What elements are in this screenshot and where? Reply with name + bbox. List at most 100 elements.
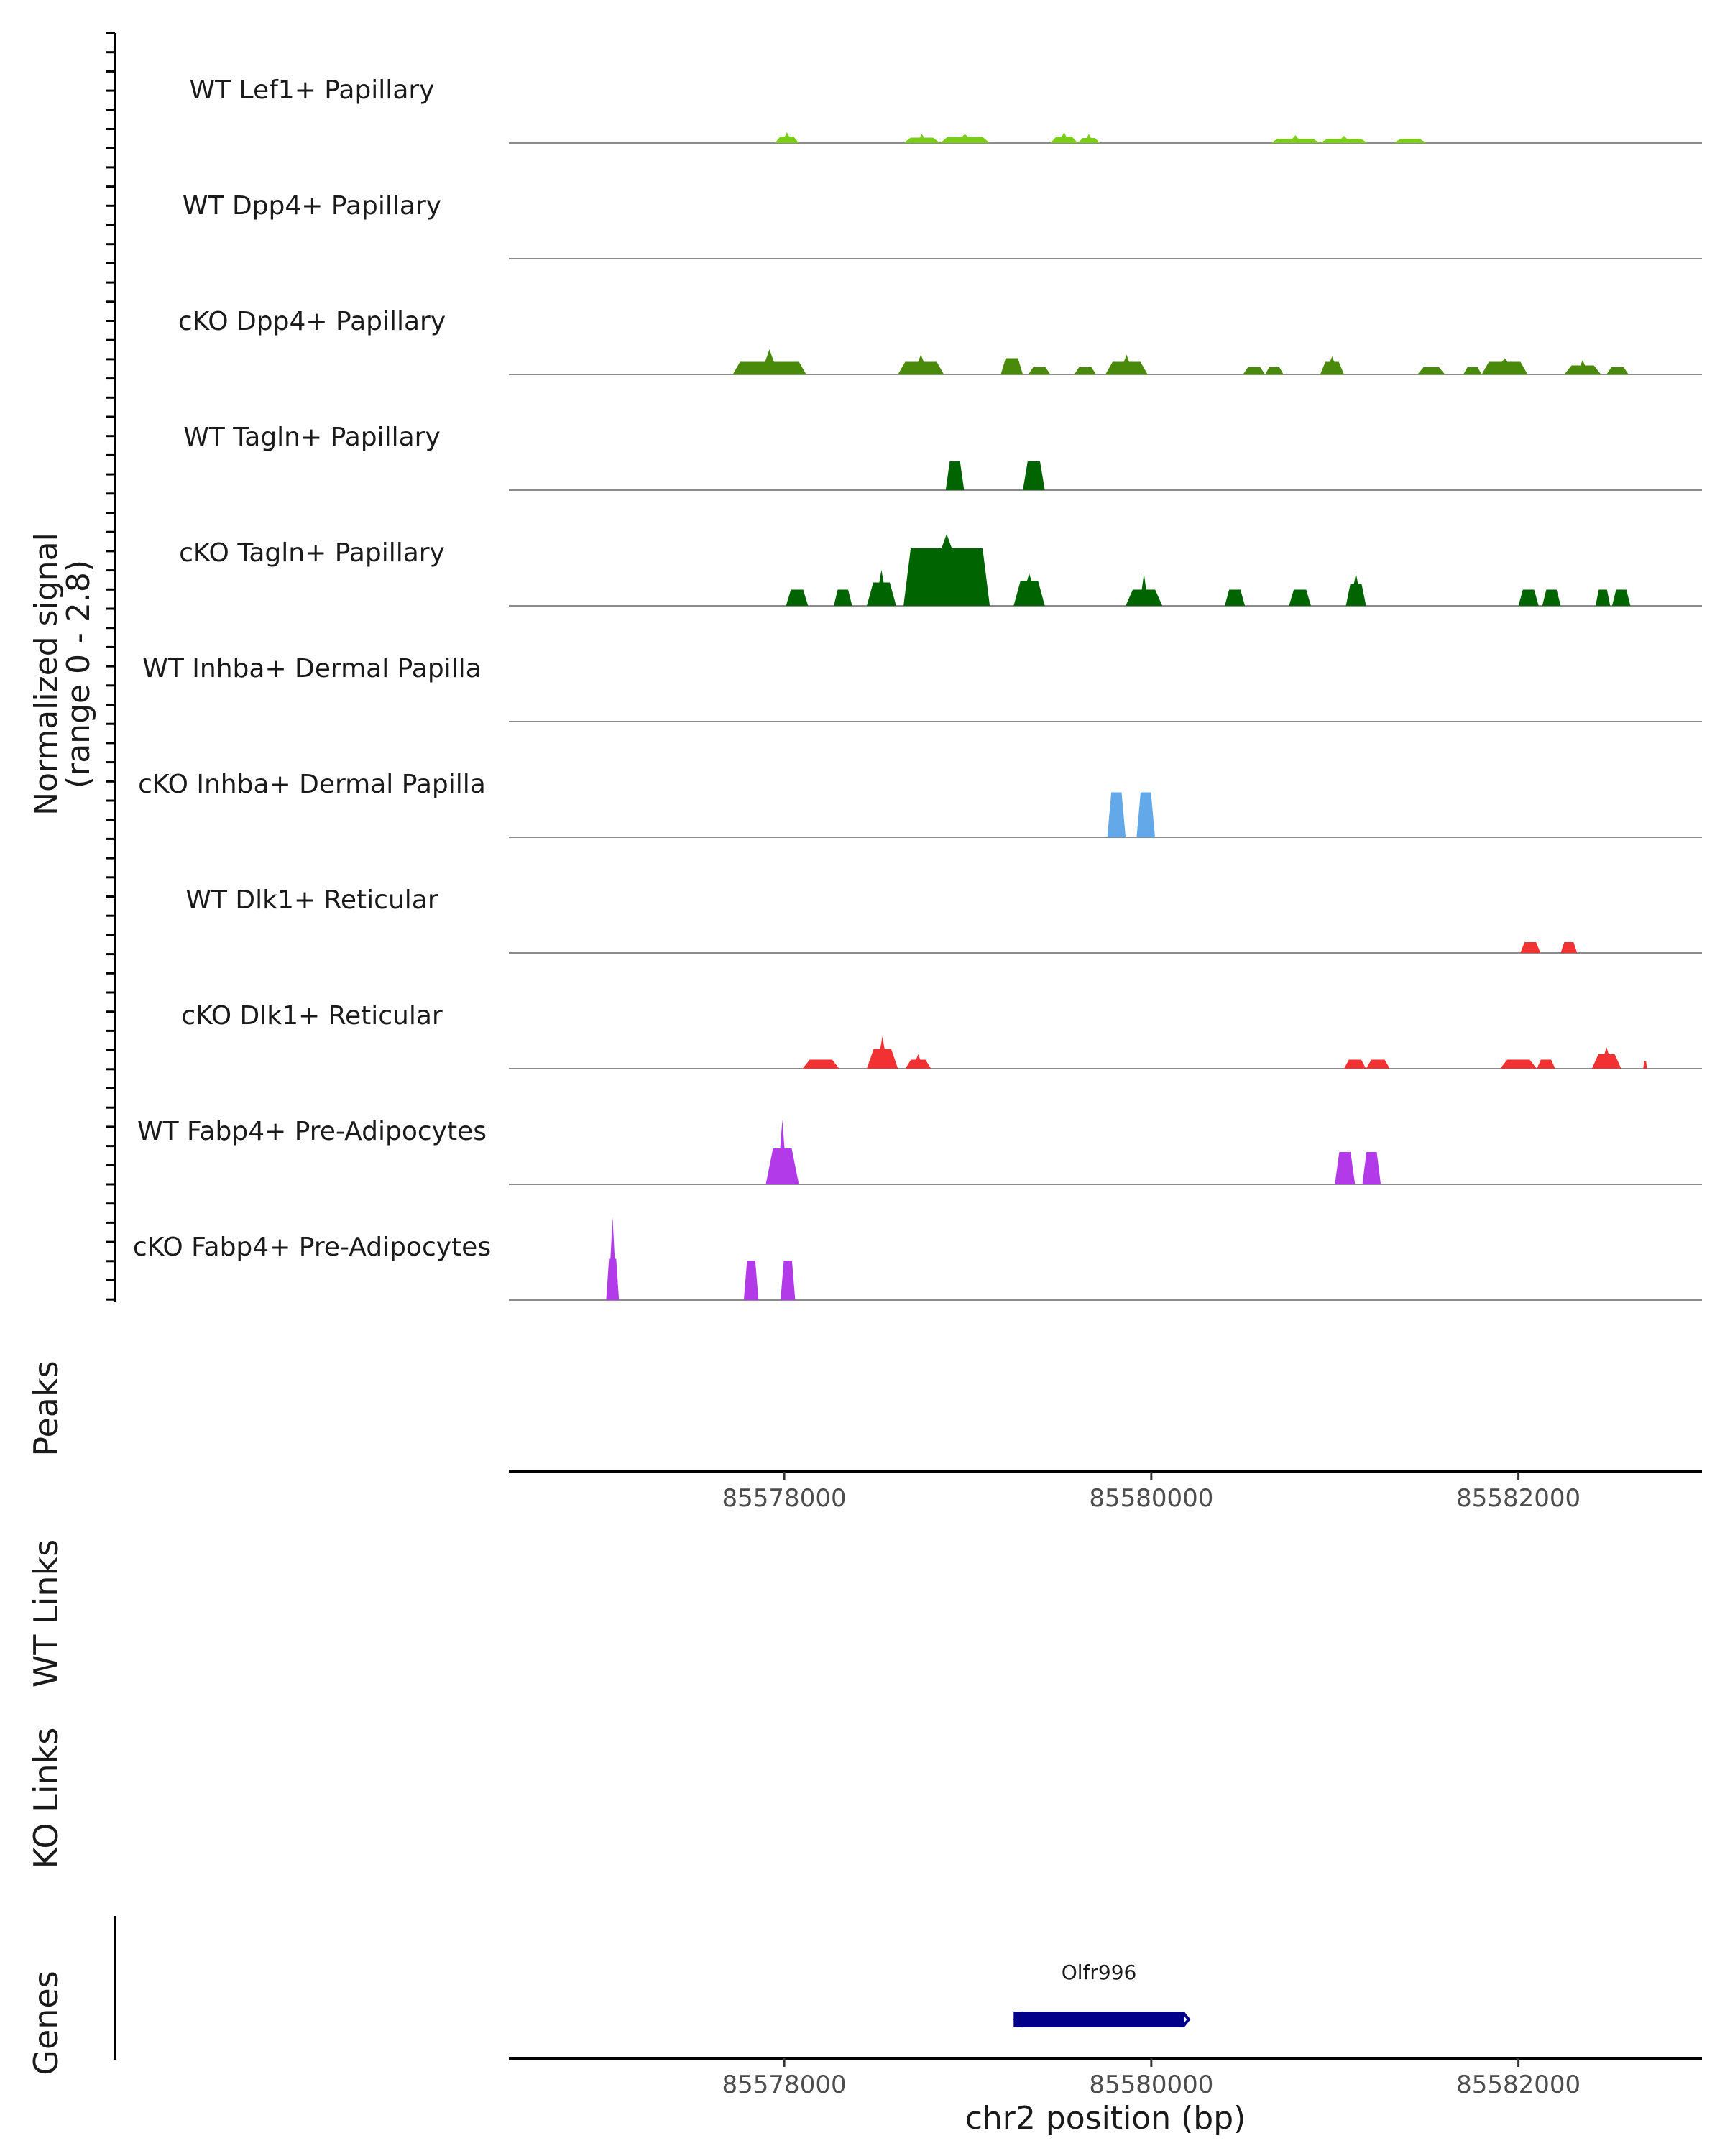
y-axis-title-line2: (range 0 - 2.8) (60, 560, 97, 788)
signal-block (786, 589, 809, 606)
genes-panel-label: Genes (27, 1971, 65, 2075)
signal-block (1023, 461, 1045, 490)
signal-block (1537, 1059, 1555, 1069)
signal-block (1320, 136, 1368, 143)
signal-block (867, 1036, 898, 1069)
signal-block (1518, 589, 1539, 606)
coverage-tracks: WT Lef1+ Papillary WT Dpp4+ Papillary cKO … (133, 75, 1702, 1301)
signal-block (765, 1120, 799, 1184)
track-label: WT Dlk1+ Reticular (185, 885, 438, 915)
signal-block (1481, 358, 1528, 374)
signal-block (1107, 792, 1126, 837)
gene-label: Olfr996 (1062, 1961, 1137, 1984)
x-tick-label: 85580000 (1089, 1484, 1213, 1513)
signal-block (1265, 367, 1284, 374)
signal-block (1050, 132, 1078, 143)
signal-block (1564, 360, 1601, 374)
track-label: WT Inhba+ Dermal Papilla (142, 654, 481, 683)
x-axis-title: chr2 position (bp) (965, 2100, 1246, 2137)
track-10: cKO Fabp4+ Pre-Adipocytes (133, 1217, 1702, 1301)
x-tick-label: 85580000 (1089, 2070, 1213, 2099)
signal-block (1000, 358, 1024, 374)
signal-block (1320, 356, 1344, 374)
signal-block (834, 589, 852, 606)
signal-block (743, 1261, 759, 1300)
signal-block (903, 534, 990, 606)
coverage-y-axis (106, 32, 116, 1302)
signal-block (775, 132, 799, 143)
signal-block (1013, 573, 1045, 606)
signal-block (1366, 1059, 1390, 1069)
signal-block (1074, 367, 1097, 374)
signal-block (1394, 139, 1427, 143)
signal-block (1028, 367, 1051, 374)
track-6: cKO Inhba+ Dermal Papilla (138, 770, 1702, 838)
signal-block (1136, 792, 1155, 837)
strand-arrow (1182, 2011, 1191, 2028)
track-3: WT Tagln+ Papillary (183, 423, 1702, 491)
track-4: cKO Tagln+ Papillary (179, 534, 1702, 607)
track-label: WT Fabp4+ Pre-Adipocytes (137, 1117, 487, 1146)
gene-annotations: Olfr996 (1013, 1961, 1191, 2028)
track-label: cKO Fabp4+ Pre-Adipocytes (133, 1233, 491, 1262)
y-axis-title-line1: Normalized signal (28, 533, 65, 816)
signal-block (1289, 589, 1311, 606)
track-label: cKO Dpp4+ Papillary (178, 307, 446, 336)
bottom-x-axis-ticks: 85578000 85580000 85582000 (722, 2058, 1581, 2099)
signal-block (1591, 1047, 1622, 1069)
signal-block (606, 1217, 620, 1300)
signal-block (1105, 354, 1148, 374)
x-tick-label: 85582000 (1456, 1484, 1581, 1513)
signal-block (1346, 573, 1366, 606)
signal-block (1520, 942, 1541, 953)
signal-block (1077, 134, 1100, 143)
signal-block (1606, 367, 1629, 374)
signal-block (1595, 589, 1611, 606)
signal-block (1335, 1152, 1356, 1184)
track-label: cKO Dlk1+ Reticular (181, 1001, 443, 1031)
track-5: WT Inhba+ Dermal Papilla (142, 654, 1702, 722)
track-9: WT Fabp4+ Pre-Adipocytes (137, 1117, 1702, 1185)
signal-block (1417, 367, 1445, 374)
signal-block (1500, 1059, 1537, 1069)
signal-block (905, 1054, 932, 1069)
signal-block (781, 1261, 796, 1300)
signal-block (903, 134, 941, 143)
track-8: cKO Dlk1+ Reticular (181, 1001, 1702, 1069)
signal-block (802, 1059, 840, 1069)
signal-block (1126, 573, 1163, 606)
track-2: cKO Dpp4+ Papillary (178, 307, 1702, 375)
track-0: WT Lef1+ Papillary (190, 75, 1702, 144)
ko-links-panel-label: KO Links (27, 1728, 65, 1869)
signal-block (1542, 589, 1561, 606)
track-1: WT Dpp4+ Papillary (183, 191, 1702, 259)
signal-block (1344, 1059, 1366, 1069)
signal-block (1643, 1061, 1647, 1069)
track-label: WT Lef1+ Papillary (190, 75, 435, 105)
strand-arrow (1013, 2011, 1025, 2028)
gene-body (1013, 2012, 1184, 2027)
track-label: cKO Inhba+ Dermal Papilla (138, 770, 486, 799)
signal-block (1225, 589, 1246, 606)
signal-block (1243, 367, 1266, 374)
track-label: WT Dpp4+ Papillary (183, 191, 441, 221)
signal-block (940, 134, 990, 143)
track-7: WT Dlk1+ Reticular (185, 885, 1702, 954)
x-tick-label: 85582000 (1456, 2070, 1581, 2099)
signal-block (1270, 135, 1320, 143)
peaks-panel-label: Peaks (27, 1360, 65, 1456)
signal-block (1560, 942, 1578, 953)
signal-block (898, 354, 944, 374)
wt-links-panel-label: WT Links (27, 1539, 65, 1687)
track-label: WT Tagln+ Papillary (183, 423, 441, 452)
signal-block (867, 570, 896, 606)
signal-block (1463, 367, 1482, 374)
signal-block (1611, 589, 1631, 606)
top-x-axis-ticks: 85578000 85580000 85582000 (722, 1472, 1581, 1513)
signal-block (1362, 1152, 1381, 1184)
signal-block (945, 461, 965, 490)
track-label: cKO Tagln+ Papillary (179, 538, 445, 568)
x-tick-label: 85578000 (722, 1484, 847, 1513)
x-tick-label: 85578000 (722, 2070, 847, 2099)
